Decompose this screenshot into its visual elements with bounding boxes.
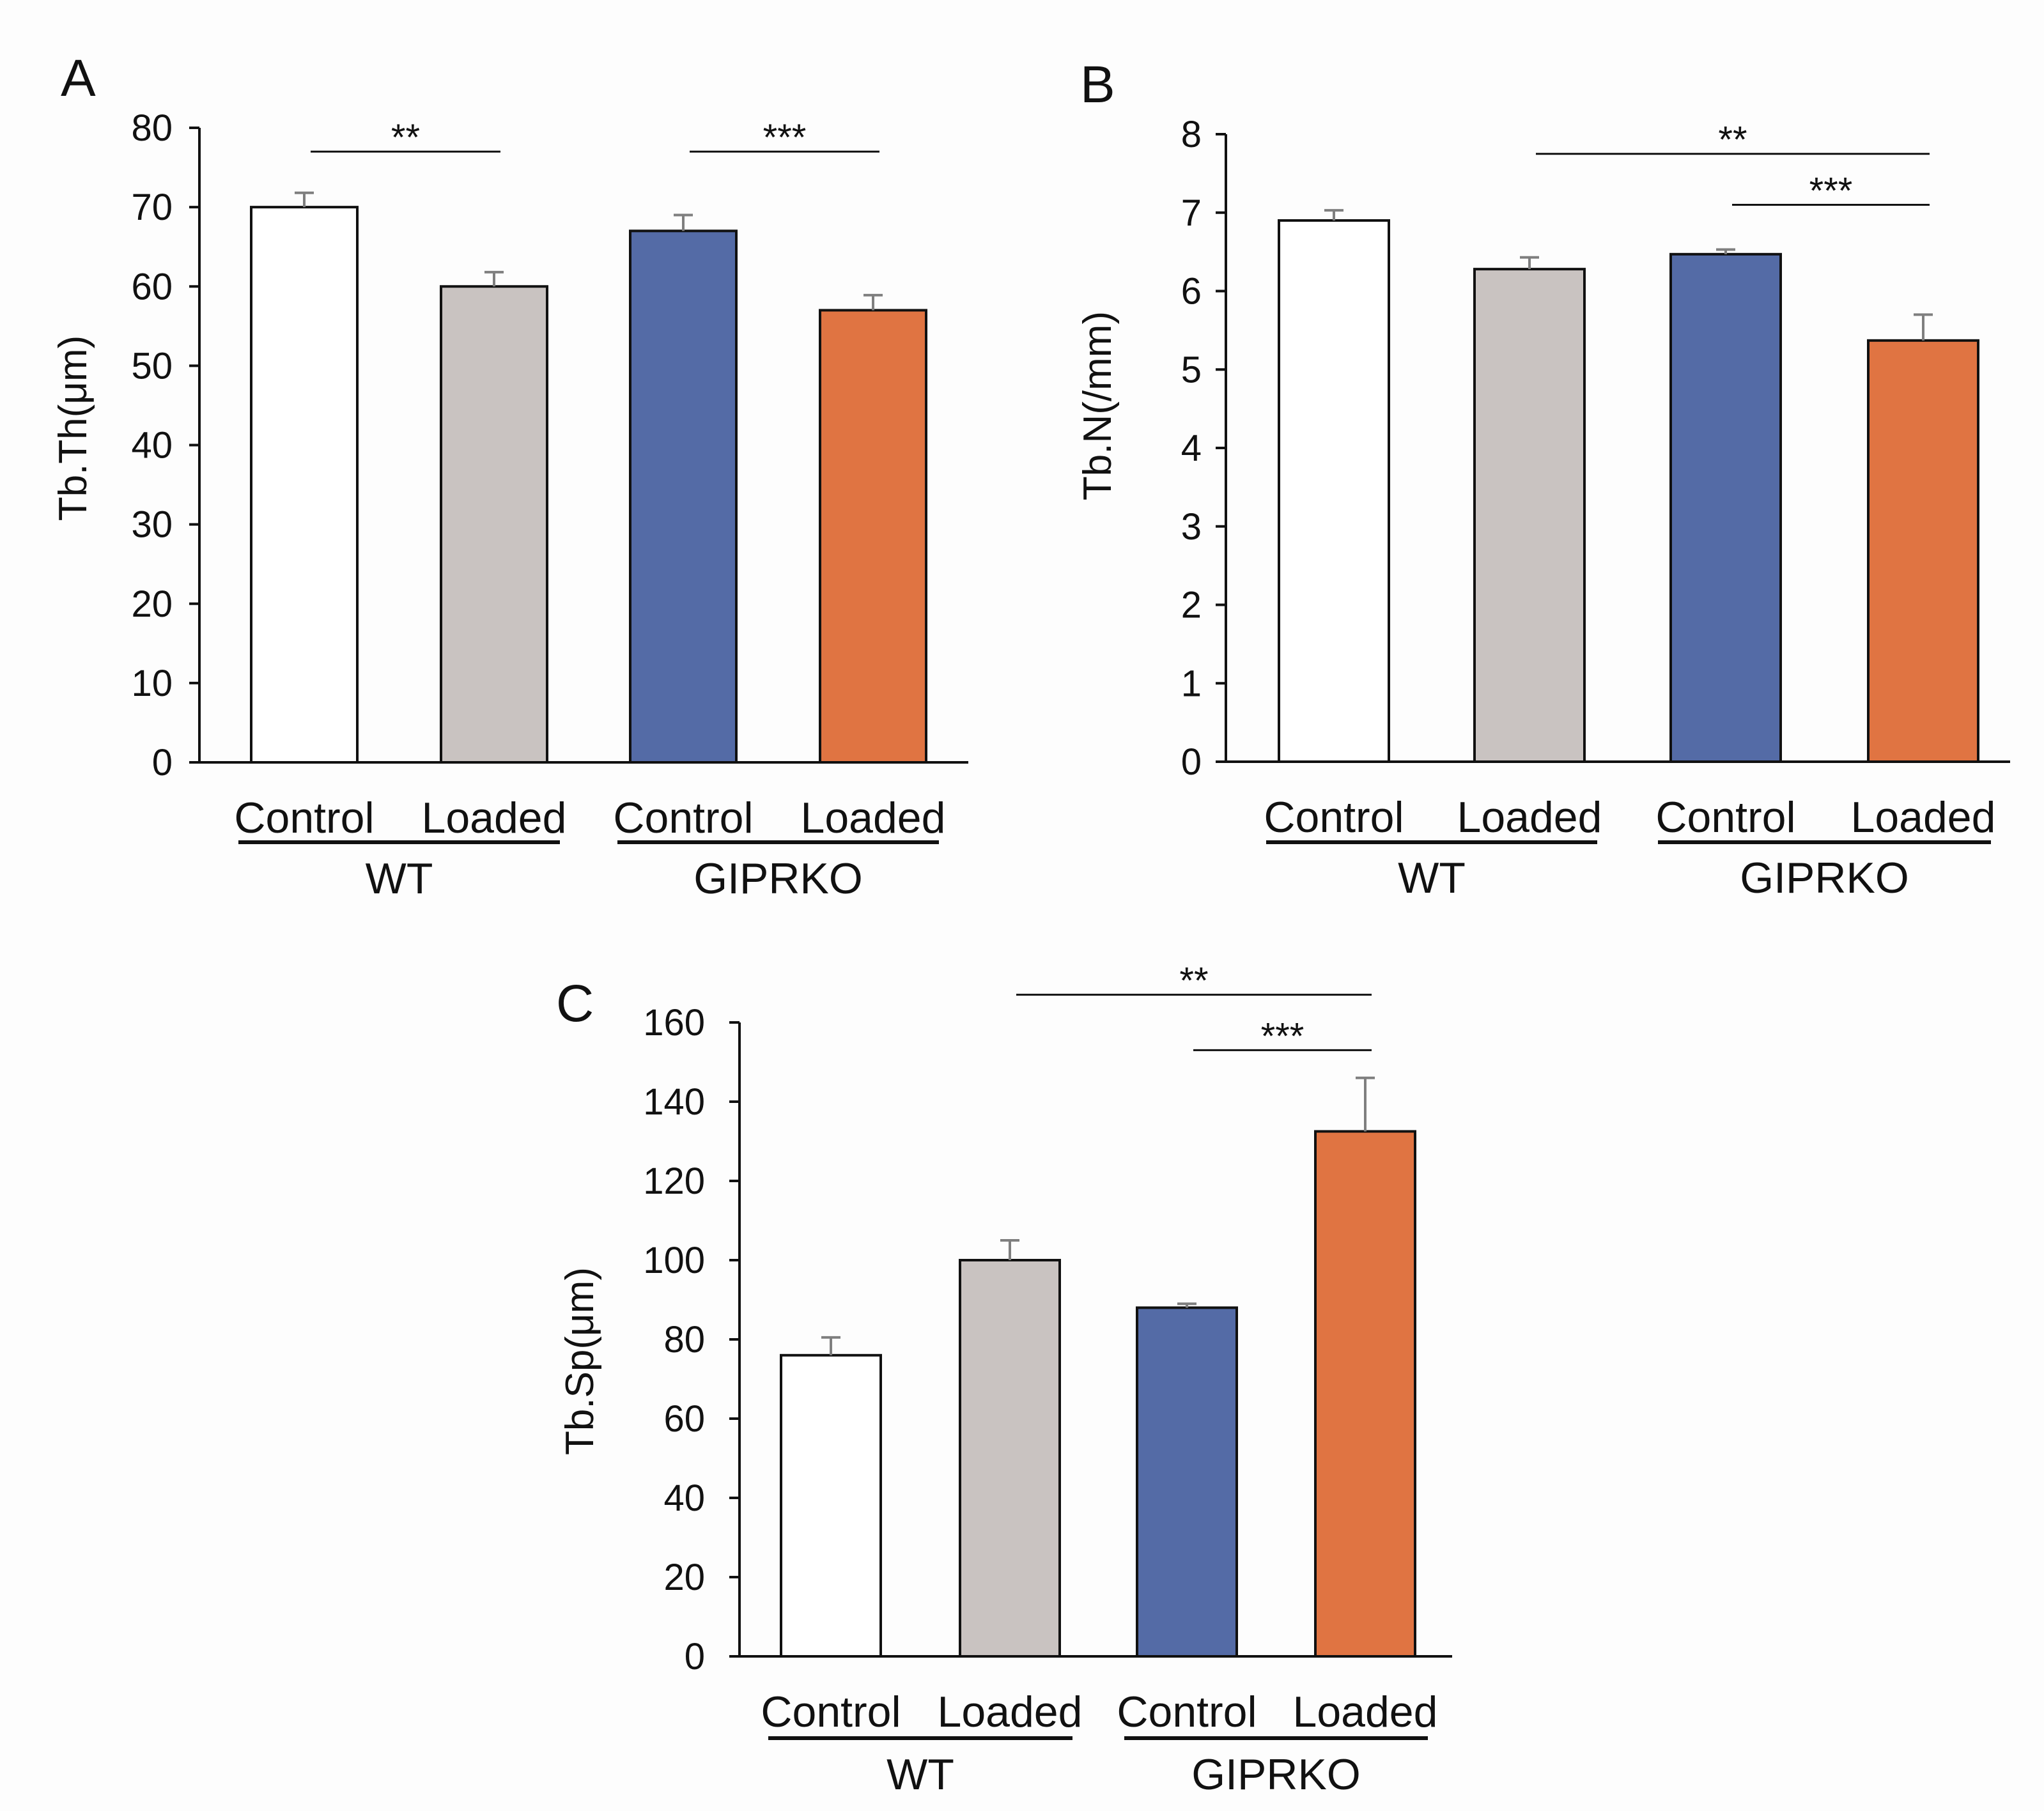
y-tick-label: 120 xyxy=(643,1160,705,1202)
x-category-label: Loaded xyxy=(938,1688,1083,1736)
bar xyxy=(1278,219,1390,763)
y-tick-label: 60 xyxy=(131,266,173,307)
y-tick-label: 30 xyxy=(131,504,173,546)
group-label: GIPRKO xyxy=(693,854,863,903)
y-tick-label: 70 xyxy=(131,187,173,228)
y-tick-label: 0 xyxy=(152,742,173,783)
x-category-label: Control xyxy=(234,794,374,842)
bar xyxy=(1314,1130,1416,1658)
panel-letter: C xyxy=(556,975,594,1033)
panel-letter: A xyxy=(61,49,96,107)
significance-label: *** xyxy=(1809,170,1853,212)
y-tick-label: 100 xyxy=(643,1240,705,1281)
y-tick-label: 20 xyxy=(131,583,173,625)
significance-label: ** xyxy=(1718,119,1747,161)
bar xyxy=(440,285,548,764)
group-label: WT xyxy=(887,1750,954,1799)
y-tick-label: 0 xyxy=(1181,741,1202,783)
x-category-label: Control xyxy=(761,1688,901,1736)
y-tick-label: 60 xyxy=(663,1398,705,1440)
group-label: WT xyxy=(366,854,433,903)
y-tick-label: 80 xyxy=(663,1319,705,1360)
y-tick-label: 1 xyxy=(1181,663,1202,704)
panel-b: B Tb.N(/mm) 0 1 2 3 4 5 6 7 8 Control Loaded Contro… xyxy=(1076,56,2010,902)
significance-label: *** xyxy=(763,117,807,158)
y-tick-label: 6 xyxy=(1181,271,1202,312)
x-category-label: Control xyxy=(613,794,753,842)
y-axis-label: Tb.N(/mm) xyxy=(1076,311,1120,500)
y-tick-label: 5 xyxy=(1181,349,1202,390)
significance-label: ** xyxy=(1179,960,1208,1002)
x-category-label: Loaded xyxy=(1851,793,1996,842)
y-tick-label: 3 xyxy=(1181,506,1202,548)
significance-label: ** xyxy=(391,117,420,158)
y-axis-label: Tb.Sp(μm) xyxy=(558,1267,602,1455)
bar xyxy=(1867,339,1979,763)
bar xyxy=(819,309,927,764)
panel-a: A Tb.Th(μm) 0 10 20 30 40 50 60 70 80 Control Load… xyxy=(51,49,968,903)
x-category-label: Control xyxy=(1264,793,1404,842)
y-tick-label: 40 xyxy=(131,425,173,466)
y-tick-label: 40 xyxy=(663,1477,705,1519)
y-tick-label: 50 xyxy=(131,345,173,387)
x-category-label: Control xyxy=(1655,793,1795,842)
y-tick-label: 4 xyxy=(1181,428,1202,469)
y-tick-label: 20 xyxy=(663,1557,705,1598)
bar xyxy=(1136,1306,1238,1658)
x-category-label: Loaded xyxy=(1293,1688,1438,1736)
bar xyxy=(959,1259,1061,1658)
y-tick-label: 160 xyxy=(643,1002,705,1044)
bar xyxy=(1473,268,1586,763)
bar xyxy=(250,206,359,764)
bar xyxy=(1669,252,1782,763)
group-label: WT xyxy=(1398,854,1466,902)
y-axis-label: Tb.Th(μm) xyxy=(51,335,95,521)
y-tick-label: 7 xyxy=(1181,192,1202,234)
bar xyxy=(780,1353,882,1658)
y-tick-label: 140 xyxy=(643,1081,705,1123)
y-tick-label: 8 xyxy=(1181,114,1202,155)
x-category-label: Loaded xyxy=(422,794,567,842)
y-tick-label: 80 xyxy=(131,107,173,149)
x-category-label: Loaded xyxy=(1457,793,1602,842)
bar xyxy=(629,229,738,764)
panel-c: C Tb.Sp(μm) 0 20 40 60 80 100 120 140 160 Control… xyxy=(556,960,1452,1799)
y-tick-label: 2 xyxy=(1181,585,1202,626)
y-tick-label: 0 xyxy=(685,1636,705,1677)
significance-label: *** xyxy=(1261,1015,1305,1057)
x-category-label: Control xyxy=(1117,1688,1257,1736)
group-label: GIPRKO xyxy=(1740,854,1909,902)
x-category-label: Loaded xyxy=(801,794,946,842)
panel-letter: B xyxy=(1080,56,1115,114)
group-label: GIPRKO xyxy=(1191,1750,1361,1799)
y-tick-label: 10 xyxy=(131,663,173,704)
